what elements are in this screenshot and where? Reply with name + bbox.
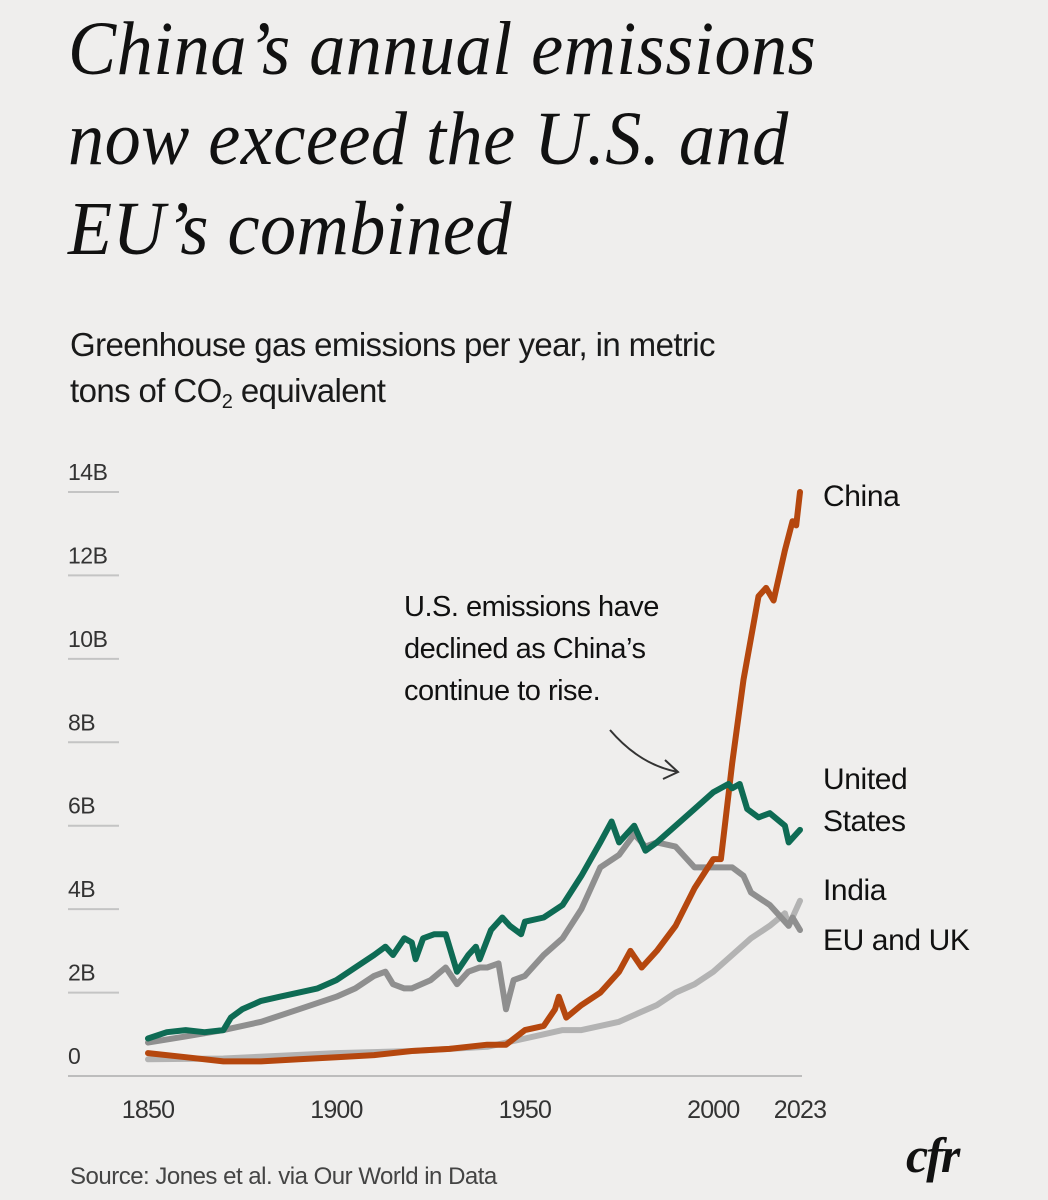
series-line <box>145 781 803 1042</box>
annotation-arrow-icon <box>609 729 679 773</box>
y-tick-label: 0 <box>68 1043 80 1069</box>
y-tick-label: 6B <box>68 793 95 819</box>
subtitle-subscript: 2 <box>221 391 233 413</box>
y-axis: 0 2B 4B 6B 8B 10B 12B 14B <box>68 459 119 1069</box>
cfr-logo: cfr <box>906 1127 960 1183</box>
x-axis: 1850 1900 1950 2000 2023 <box>122 1096 827 1124</box>
series-eu-and-uk <box>145 831 803 1046</box>
chart-subtitle: Greenhouse gas emissions per year, in me… <box>70 322 890 414</box>
series-label: China <box>823 480 900 513</box>
x-tick-label: 1950 <box>499 1096 551 1124</box>
series-layer <box>145 489 803 1065</box>
annotation-arrowhead-icon <box>662 759 680 780</box>
series-line <box>145 897 803 1063</box>
y-tick-label: 12B <box>68 542 108 568</box>
y-tick-label: 2B <box>68 960 95 986</box>
annotation: U.S. emissions have declined as China’s … <box>404 591 680 780</box>
series-label: EU and UK <box>823 924 970 957</box>
x-tick-label: 2000 <box>687 1096 739 1124</box>
series-china <box>145 489 803 1065</box>
series-label: States <box>823 805 906 838</box>
y-tick-label: 4B <box>68 876 95 902</box>
subtitle-line-2-start: tons of CO <box>70 372 222 409</box>
subtitle-line-2-end: equivalent <box>232 372 386 409</box>
series-india <box>145 897 803 1063</box>
series-label: India <box>823 874 887 907</box>
x-tick-label: 2023 <box>774 1096 826 1124</box>
series-labels: India EU and UK China United States <box>823 480 970 957</box>
subtitle-line-1: Greenhouse gas emissions per year, in me… <box>70 326 716 363</box>
annotation-line-2: declined as China’s <box>404 633 645 665</box>
y-tick-label: 8B <box>68 709 95 735</box>
series-label: United <box>823 763 907 796</box>
source-note: Source: Jones et al. via Our World in Da… <box>70 1163 497 1190</box>
x-tick-label: 1900 <box>310 1096 362 1124</box>
series-line <box>145 831 803 1046</box>
series-united-states <box>145 781 803 1042</box>
x-tick-label: 1850 <box>122 1096 174 1124</box>
y-tick-label: 14B <box>68 459 108 485</box>
y-tick-label: 10B <box>68 626 108 652</box>
annotation-line-1: U.S. emissions have <box>404 591 659 623</box>
annotation-line-3: continue to rise. <box>404 675 600 707</box>
chart-title: China’s annual emissions now exceed the … <box>68 7 817 271</box>
series-line <box>145 489 803 1065</box>
